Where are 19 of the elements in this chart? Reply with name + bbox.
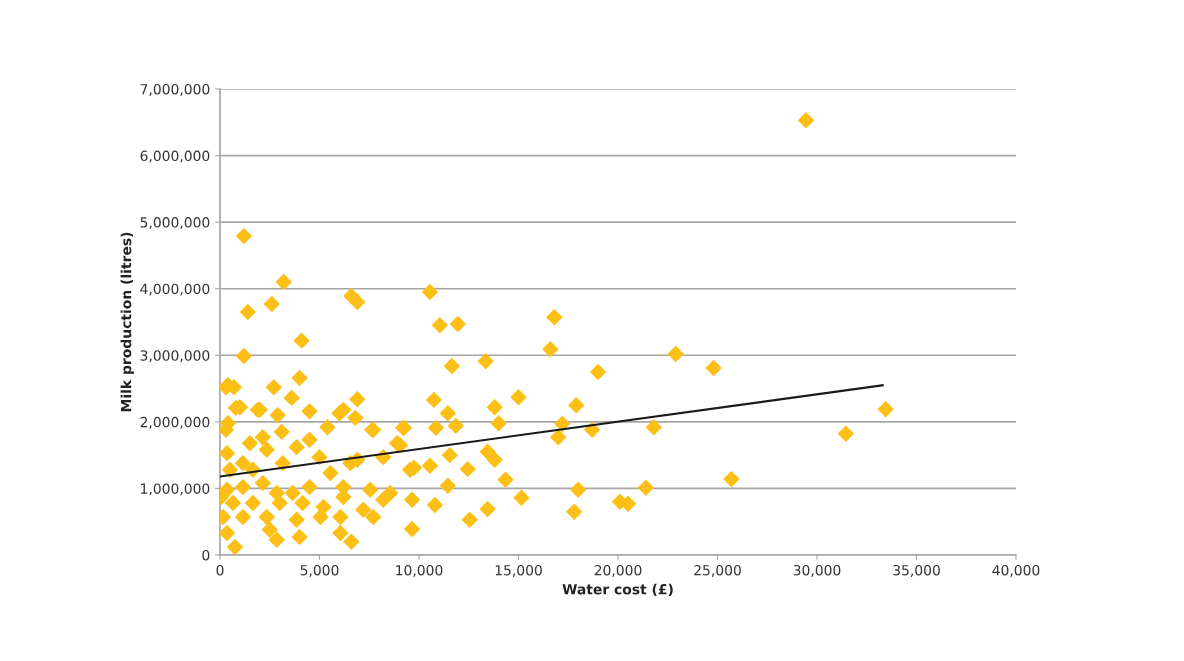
x-tick-label: 15,000 — [495, 564, 542, 577]
x-tick-label: 5,000 — [300, 564, 339, 577]
y-tick-label: 0 — [202, 549, 210, 561]
y-tick-label: 1,000,000 — [141, 483, 210, 496]
x-tick-label: 30,000 — [793, 564, 841, 577]
y-tick-label: 2,000,000 — [140, 416, 210, 429]
x-tick-label: 35,000 — [893, 564, 940, 577]
x-tick-label: 40,000 — [992, 564, 1040, 577]
x-axis-title: Water cost (£) — [562, 583, 673, 597]
y-axis-title: Milk production (litres) — [120, 232, 135, 412]
x-tick-label: 10,000 — [396, 564, 443, 577]
y-tick-label: 6,000,000 — [140, 150, 210, 163]
y-tick-label: 4,000,000 — [140, 283, 210, 296]
y-tick-label: 7,000,000 — [140, 83, 210, 96]
x-tick-label: 0 — [216, 564, 224, 576]
x-tick-label: 25,000 — [694, 564, 741, 577]
y-tick-label: 5,000,000 — [140, 217, 210, 230]
y-tick-label: 3,000,000 — [140, 350, 210, 363]
x-tick-label: 20,000 — [594, 564, 642, 577]
